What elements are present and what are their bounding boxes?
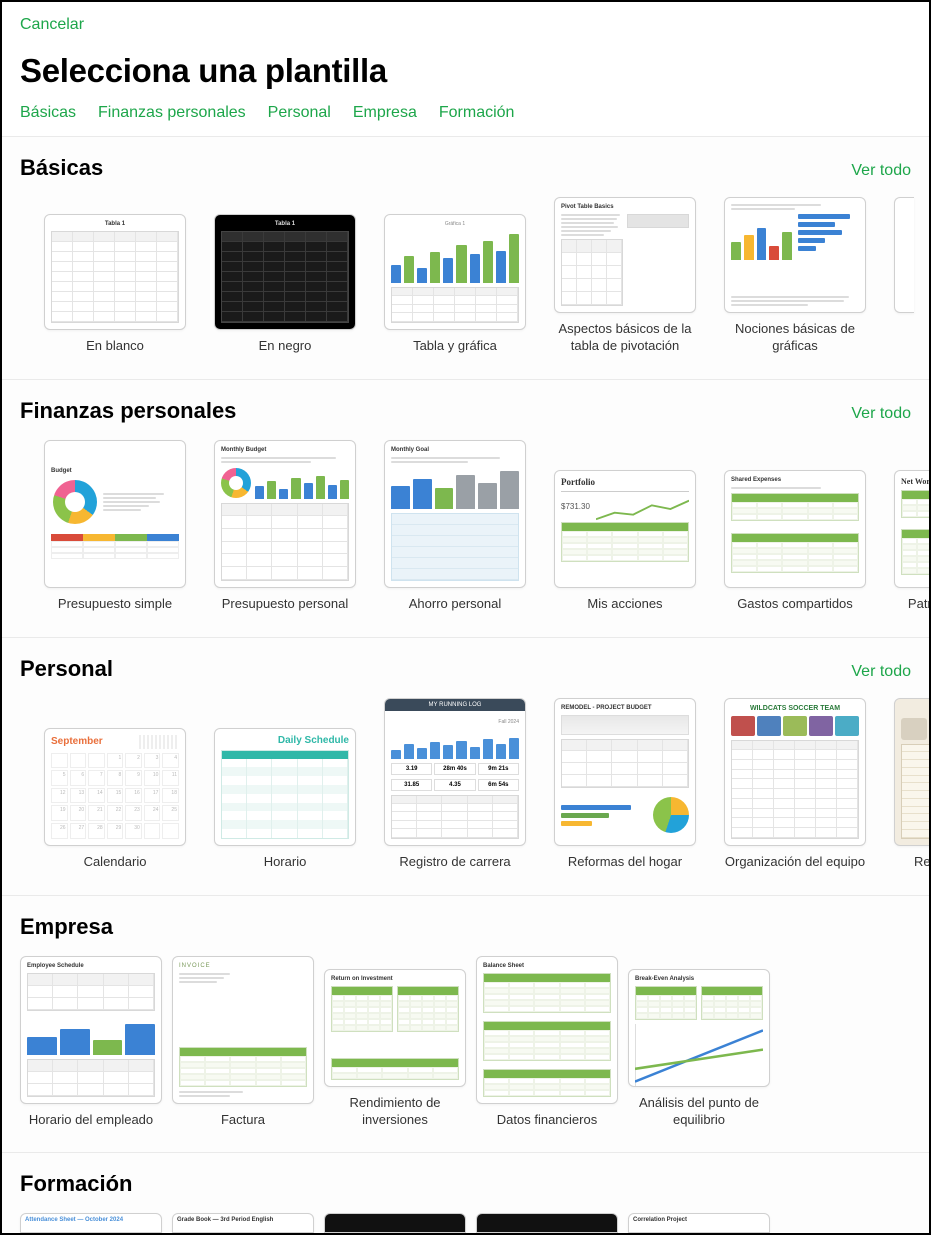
- nav-finanzas-personales[interactable]: Finanzas personales: [98, 104, 246, 122]
- template-card[interactable]: Gráfica 1Tabla y gráfica: [384, 214, 526, 355]
- template-label: Patrimonio: [908, 596, 929, 613]
- see-all-personal[interactable]: Ver todo: [851, 663, 911, 681]
- template-label: Gastos compartidos: [737, 596, 853, 613]
- template-label: En blanco: [86, 338, 144, 355]
- section-title-finanzas: Finanzas personales: [20, 398, 236, 424]
- template-card[interactable]: [324, 1213, 466, 1233]
- template-card[interactable]: [894, 197, 914, 313]
- template-label: Reformas del hogar: [568, 854, 682, 871]
- template-card[interactable]: Break-Even AnalysisAnálisis del punto de…: [628, 969, 770, 1129]
- section-title-basicas: Básicas: [20, 155, 103, 181]
- template-card[interactable]: INVOICEFactura: [172, 956, 314, 1129]
- template-card[interactable]: Portfolio$731.30Mis acciones: [554, 470, 696, 613]
- nav-básicas[interactable]: Básicas: [20, 104, 76, 122]
- template-card[interactable]: Pivot Table BasicsAspectos básicos de la…: [554, 197, 696, 355]
- nav-formación[interactable]: Formación: [439, 104, 515, 122]
- template-label: Calendario: [84, 854, 147, 871]
- template-card[interactable]: Employee ScheduleHorario del empleado: [20, 956, 162, 1129]
- template-label: Tabla y gráfica: [413, 338, 497, 355]
- template-label: Registro de carrera: [399, 854, 510, 871]
- template-card[interactable]: REMODEL - PROJECT BUDGETReformas del hog…: [554, 698, 696, 871]
- section-title-empresa: Empresa: [20, 914, 113, 940]
- template-label: Horario del empleado: [29, 1112, 153, 1129]
- nav-personal[interactable]: Personal: [268, 104, 331, 122]
- template-card[interactable]: [476, 1213, 618, 1233]
- template-card[interactable]: Attendance Sheet — October 2024: [20, 1213, 162, 1233]
- see-all-finanzas[interactable]: Ver todo: [851, 405, 911, 423]
- see-all-basicas[interactable]: Ver todo: [851, 162, 911, 180]
- section-title-formacion: Formación: [20, 1171, 132, 1197]
- template-card[interactable]: WILDCATS SOCCER TEAMOrganización del equ…: [724, 698, 866, 871]
- template-card[interactable]: Shared ExpensesGastos compartidos: [724, 470, 866, 613]
- template-label: Organización del equipo: [725, 854, 865, 871]
- template-card[interactable]: Tabla 1En blanco: [44, 214, 186, 355]
- template-label: En negro: [259, 338, 312, 355]
- template-card[interactable]: Baby's First YearRegistro del bebé: [894, 698, 929, 871]
- template-label: Presupuesto personal: [222, 596, 348, 613]
- category-nav: Básicas Finanzas personales Personal Empres…: [2, 100, 929, 136]
- template-label: Datos financieros: [497, 1112, 597, 1129]
- template-card[interactable]: BudgetPresupuesto simple: [44, 440, 186, 613]
- template-label: Nociones básicas de gráficas: [724, 321, 866, 355]
- template-card[interactable]: Monthly GoalAhorro personal: [384, 440, 526, 613]
- section-title-personal: Personal: [20, 656, 113, 682]
- template-card[interactable]: Return on InvestmentRendimiento de inver…: [324, 969, 466, 1129]
- template-card[interactable]: Nociones básicas de gráficas: [724, 197, 866, 355]
- template-label: Factura: [221, 1112, 265, 1129]
- template-card[interactable]: MY RUNNING LOGFall 20243.1928m 40s9m 21s…: [384, 698, 526, 871]
- template-card[interactable]: Daily ScheduleHorario: [214, 728, 356, 871]
- template-card[interactable]: Net Worth: OverviewPatrimonio: [894, 470, 929, 613]
- nav-empresa[interactable]: Empresa: [353, 104, 417, 122]
- template-card[interactable]: Grade Book — 3rd Period English: [172, 1213, 314, 1233]
- template-label: Presupuesto simple: [58, 596, 172, 613]
- template-label: Registro del bebé: [914, 854, 929, 871]
- template-label: Rendimiento de inversiones: [324, 1095, 466, 1129]
- template-card[interactable]: Monthly BudgetPresupuesto personal: [214, 440, 356, 613]
- template-label: Aspectos básicos de la tabla de pivotaci…: [554, 321, 696, 355]
- template-label: Mis acciones: [587, 596, 662, 613]
- template-card[interactable]: Balance SheetDatos financieros: [476, 956, 618, 1129]
- template-label: Análisis del punto de equilibrio: [628, 1095, 770, 1129]
- template-label: Ahorro personal: [409, 596, 502, 613]
- page-title: Selecciona una plantilla: [2, 34, 929, 100]
- template-card[interactable]: September1234567891011121314151617181920…: [44, 728, 186, 871]
- template-card[interactable]: Tabla 1En negro: [214, 214, 356, 355]
- cancel-button[interactable]: Cancelar: [20, 16, 84, 33]
- template-label: Horario: [264, 854, 307, 871]
- template-card[interactable]: Correlation Project: [628, 1213, 770, 1233]
